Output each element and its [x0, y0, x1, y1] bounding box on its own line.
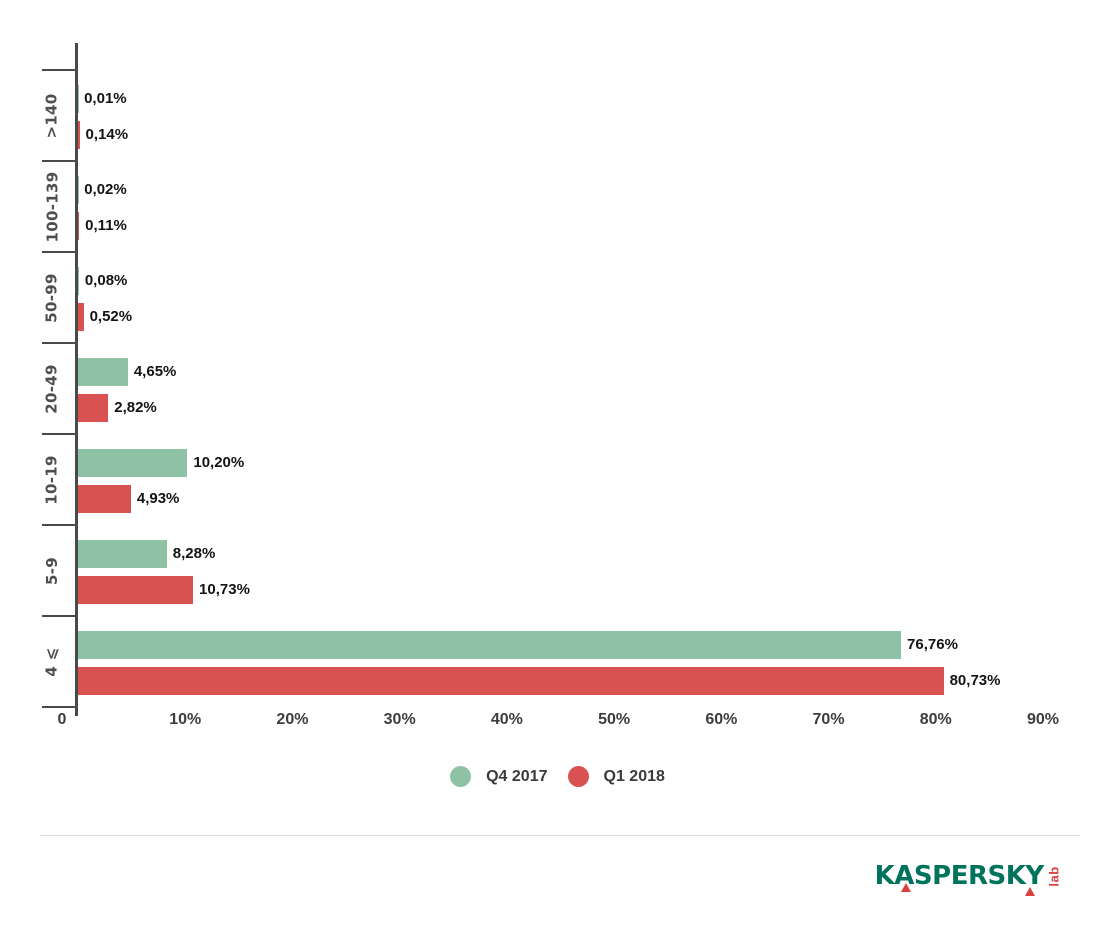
bar-chart-plot-area: >140 0,01% 0,14% 100-139 0,02% 0,11% 50-99 0,08…: [42, 43, 1043, 716]
bar-q1-2018: 10,73%: [78, 576, 250, 604]
category-label: >140: [43, 92, 61, 139]
chart-row: 50-99 0,08% 0,52%: [42, 251, 1043, 343]
chart-legend: Q4 2017 Q1 2018: [75, 766, 1040, 787]
legend-label: Q1 2018: [603, 767, 665, 785]
x-axis-tick-label: 80%: [919, 711, 952, 728]
bar-value-label: 0,08%: [84, 272, 128, 289]
category-label-box: >140: [41, 70, 63, 161]
logo-red-triangle-a-icon: [900, 883, 911, 892]
category-label-box: 100-139: [41, 161, 63, 252]
bar-q4-2017: 4,65%: [78, 358, 176, 386]
x-axis-tick-label: 40%: [490, 711, 523, 728]
bar-q1-2018: 0,52%: [78, 303, 132, 331]
category-label-box: 20-49: [41, 343, 63, 434]
x-axis-tick-label: 60%: [705, 711, 738, 728]
x-axis-labels: 0 10% 20% 30% 40% 50% 60% 70% 80% 90%: [58, 711, 1059, 733]
bar-value-label: 4,65%: [133, 363, 177, 380]
legend-item: Q1 2018: [567, 766, 665, 787]
category-label: 5-9: [43, 556, 61, 585]
category-tick: [42, 433, 75, 435]
category-tick: [42, 342, 75, 344]
chart-row: 100-139 0,02% 0,11%: [42, 160, 1043, 252]
category-label-box: 10-19: [41, 434, 63, 525]
kaspersky-logo: KASPERSKY lab: [875, 861, 1066, 896]
x-axis-tick-label: 30%: [383, 711, 416, 728]
x-axis-tick-label: 10%: [169, 711, 202, 728]
legend-dot-icon: [567, 766, 589, 787]
x-axis-tick-label: 50%: [598, 711, 631, 728]
bar-value-label: 0,01%: [84, 90, 127, 107]
category-tick: [42, 160, 75, 162]
category-label-box: 4 ⩽: [41, 616, 63, 707]
category-label-box: 5-9: [41, 525, 63, 616]
bar-value-label: 10,73%: [199, 581, 250, 598]
legend-item: Q4 2017: [450, 766, 548, 787]
category-tick: [42, 251, 75, 253]
bar-value-label: 2,82%: [114, 399, 157, 416]
bar-q1-2018: 2,82%: [78, 394, 157, 422]
legend-dot-icon: [450, 766, 472, 787]
chart-row: 10-19 10,20% 4,93%: [42, 433, 1043, 525]
bar-value-label: 80,73%: [949, 672, 1001, 689]
kaspersky-logo-lab-text: lab: [1046, 866, 1062, 887]
bar-q1-2018: 4,93%: [78, 485, 179, 513]
chart-row: 20-49 4,65% 2,82%: [42, 342, 1043, 434]
x-axis-tick-label: 0: [57, 711, 67, 728]
bar-value-label: 0,14%: [85, 126, 129, 143]
x-axis-tick-label: 70%: [812, 711, 845, 728]
category-label: 4 ⩽: [43, 646, 62, 677]
bar-q4-2017: 10,20%: [78, 449, 244, 477]
bar-q4-2017: 76,76%: [78, 631, 958, 659]
category-label-box: 50-99: [41, 252, 63, 343]
category-label: 20-49: [43, 363, 62, 414]
kaspersky-logo-wordmark: KASPERSKY: [875, 861, 1044, 896]
footer-divider: [40, 835, 1080, 836]
legend-label: Q4 2017: [486, 767, 548, 785]
bar-q1-2018: 0,11%: [78, 212, 127, 240]
category-tick: [42, 706, 75, 708]
bar-value-label: 8,28%: [172, 545, 216, 562]
chart-row: 4 ⩽ 76,76% 80,73%: [42, 615, 1043, 707]
bar-value-label: 0,02%: [84, 181, 127, 198]
x-axis-tick-label: 90%: [1026, 711, 1060, 728]
bar-value-label: 76,76%: [907, 636, 958, 653]
bar-q4-2017: 8,28%: [78, 540, 215, 568]
category-label: 50-99: [43, 272, 62, 323]
bar-value-label: 4,93%: [136, 490, 180, 507]
bar-value-label: 10,20%: [193, 454, 245, 471]
x-axis-tick-label: 20%: [276, 711, 309, 728]
category-label: 100-139: [43, 171, 62, 242]
bar-q4-2017: 0,08%: [78, 267, 127, 295]
bar-value-label: 0,11%: [85, 217, 127, 234]
category-label: 10-19: [43, 454, 62, 505]
logo-red-triangle-y-icon: [1024, 887, 1035, 896]
bar-q1-2018: 80,73%: [78, 667, 1000, 695]
bar-q1-2018: 0,14%: [78, 121, 128, 149]
category-tick: [42, 524, 75, 526]
category-tick: [42, 69, 75, 71]
bar-value-label: 0,52%: [89, 308, 133, 325]
category-tick: [42, 615, 75, 617]
chart-row: 5-9 8,28% 10,73%: [42, 524, 1043, 616]
chart-row: >140 0,01% 0,14%: [42, 69, 1043, 161]
